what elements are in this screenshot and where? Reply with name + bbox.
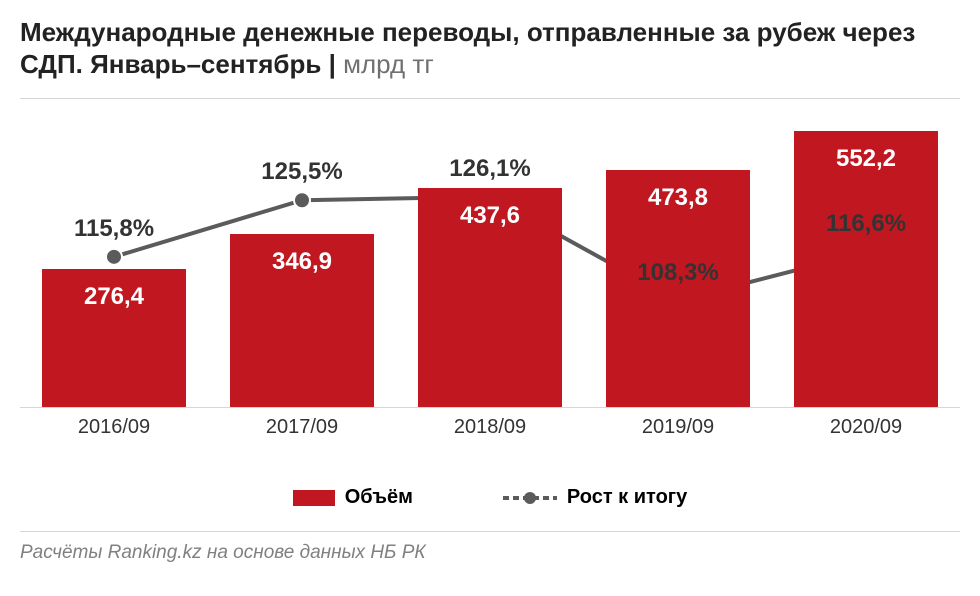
line-marker <box>106 249 122 265</box>
legend: Объём Рост к итогу <box>20 486 960 509</box>
bar-value-label: 346,9 <box>272 248 332 276</box>
legend-line-swatch <box>503 490 557 506</box>
line-value-label: 116,6% <box>826 210 906 238</box>
x-axis-label: 2017/09 <box>266 416 338 439</box>
x-axis-label: 2020/09 <box>830 416 902 439</box>
title-main: Международные денежные переводы, отправл… <box>20 17 915 79</box>
line-value-label: 125,5% <box>261 158 342 186</box>
x-axis-label: 2019/09 <box>642 416 714 439</box>
legend-bar-label: Объём <box>345 486 413 509</box>
title-sep: | <box>321 49 343 79</box>
legend-bar-swatch <box>293 490 335 506</box>
bar-value-label: 276,4 <box>84 283 144 311</box>
x-axis-label: 2018/09 <box>454 416 526 439</box>
line-value-label: 126,1% <box>449 155 530 183</box>
x-axis: 2016/09 2017/09 2018/09 2019/09 2020/09 <box>20 408 960 442</box>
bar-value-label: 437,6 <box>460 202 520 230</box>
bar-value-label: 473,8 <box>648 184 708 212</box>
line-value-label: 115,8% <box>74 215 154 243</box>
credit-text: Расчёты Ranking.kz на основе данных НБ Р… <box>20 542 960 564</box>
x-axis-label: 2016/09 <box>78 416 150 439</box>
legend-item-line: Рост к итогу <box>503 486 687 509</box>
title-sub: млрд тг <box>343 49 434 79</box>
line-marker <box>294 192 310 208</box>
footer-rule <box>20 531 960 532</box>
legend-item-bar: Объём <box>293 486 413 509</box>
bar-value-label: 552,2 <box>836 145 896 173</box>
legend-line-label: Рост к итогу <box>567 486 687 509</box>
chart-title: Международные денежные переводы, отправл… <box>20 16 960 80</box>
chart-plot-area: 276,4 346,9 437,6 473,8 552,2 115,8% 125,5% 126… <box>20 98 960 408</box>
line-value-label: 108,3% <box>637 259 718 287</box>
